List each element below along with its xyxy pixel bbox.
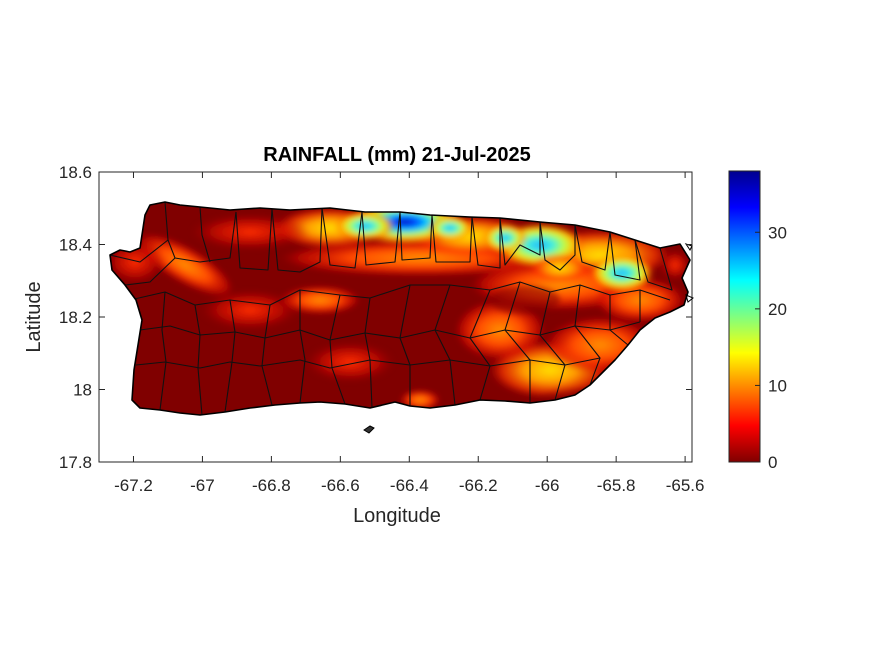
small-island [363,425,375,434]
chart-title: RAINFALL (mm) 21-Jul-2025 [263,144,530,166]
islet-east [685,294,694,303]
x-axis-label: Longitude [353,505,441,527]
colorbar-tick-label: 0 [768,453,777,472]
y-tick-label: 18.6 [59,163,92,182]
x-tick-label: -65.6 [666,476,705,495]
x-tick-label: -65.8 [597,476,636,495]
colorbar [728,170,761,463]
x-tick-label: -67 [190,476,215,495]
colorbar-tick-label: 10 [768,376,787,395]
x-tick-label: -66.4 [390,476,429,495]
municipality-boundaries [110,202,673,415]
y-tick-label: 17.8 [59,453,92,472]
y-axis: 18.6 18.4 18.2 18 17.8 [59,163,692,472]
x-tick-label: -66 [535,476,560,495]
x-tick-label: -66.6 [321,476,360,495]
x-tick-label: -67.2 [114,476,153,495]
colorbar-tick-label: 30 [768,223,787,242]
rainfall-field [110,202,690,415]
y-tick-label: 18 [73,381,92,400]
x-tick-label: -66.2 [459,476,498,495]
x-axis: -67.2 -67 -66.8 -66.6 -66.4 -66.2 -66 -65.8 -65.… [114,172,704,495]
colorbar-tick-label: 20 [768,300,787,319]
y-tick-label: 18.4 [59,236,92,255]
x-tick-label: -66.8 [252,476,291,495]
colorbar-ticks: 0 10 20 30 [755,223,787,472]
coastline [109,201,691,416]
y-axis-label: Latitude [23,281,45,352]
y-tick-label: 18.2 [59,308,92,327]
